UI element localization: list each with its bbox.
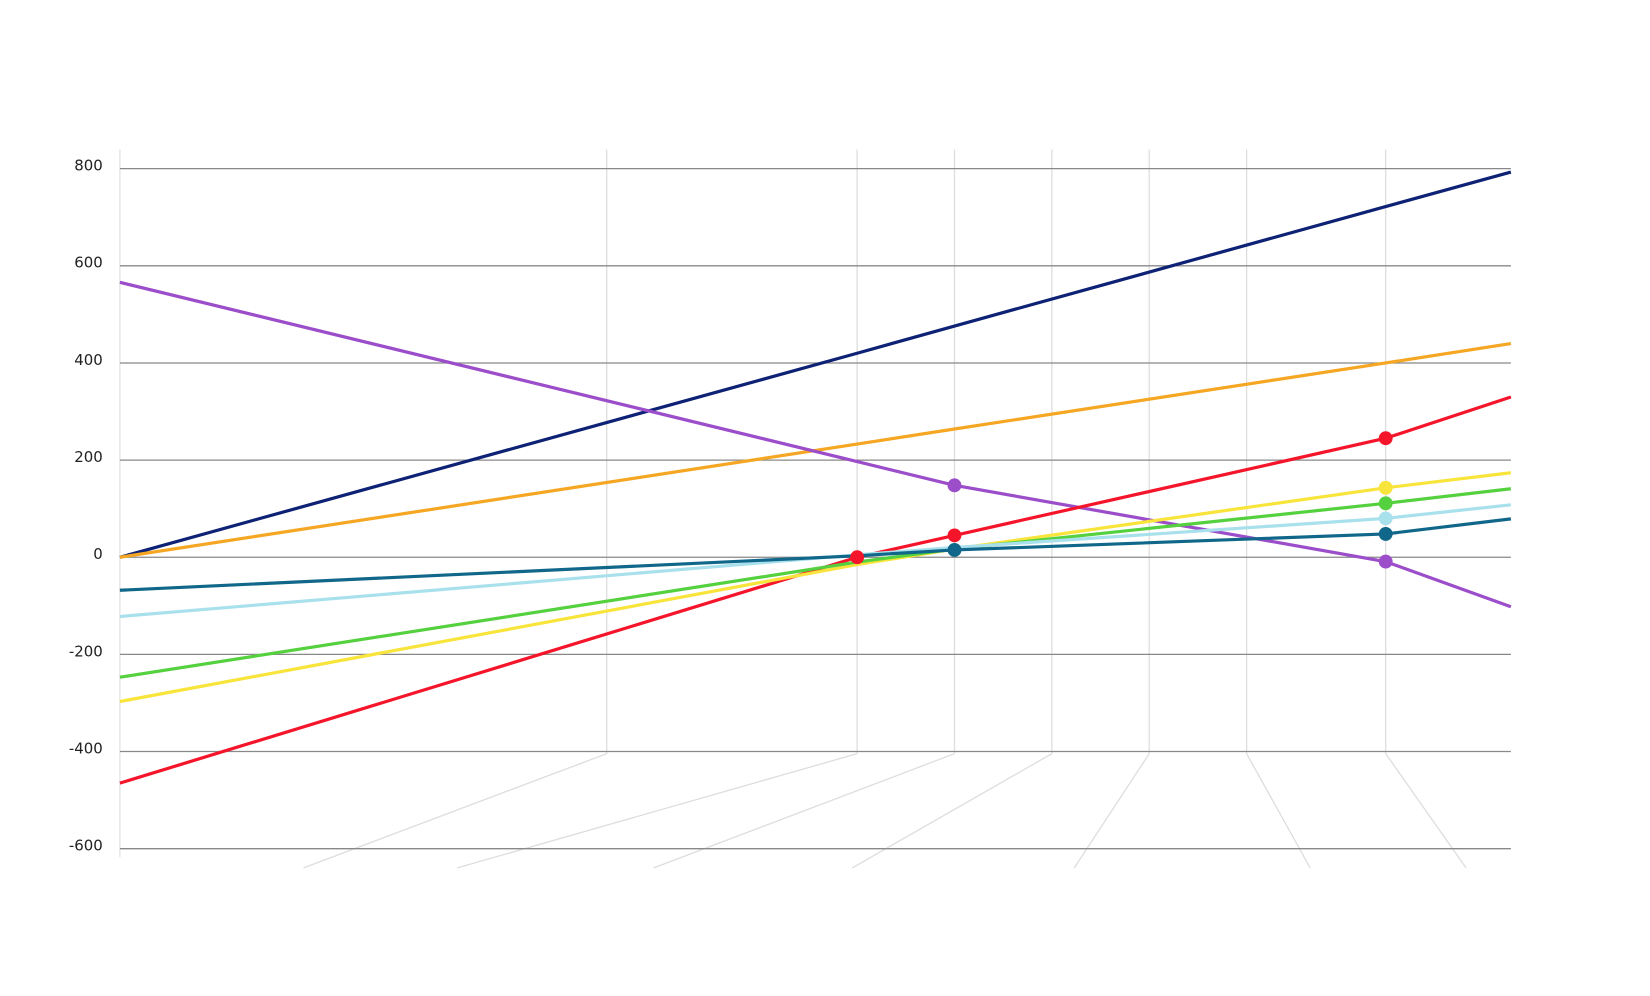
series-line (119, 170, 1512, 559)
series-line (119, 471, 1512, 704)
x-grid-extension (303, 753, 607, 869)
y-tick-label: -200 (69, 642, 103, 660)
x-grid-extension (457, 753, 858, 869)
y-tick-label: 0 (93, 545, 103, 563)
point-marker (947, 528, 962, 543)
point-marker (947, 543, 962, 557)
point-marker (1378, 480, 1393, 495)
series-line (119, 487, 1512, 679)
series-line (119, 503, 1512, 619)
point-marker (1378, 511, 1393, 526)
point-marker (1378, 496, 1393, 511)
y-tick-label: 600 (74, 254, 103, 272)
x-grid-extension (653, 753, 955, 869)
point-marker (1378, 431, 1393, 446)
y-tick-label: -400 (69, 739, 103, 757)
series-line (119, 341, 1512, 559)
x-grid-extension (1385, 753, 1467, 869)
point-marker (1378, 526, 1393, 541)
point-marker (1378, 554, 1393, 569)
x-grid-extension (1246, 753, 1311, 869)
point-marker (947, 478, 962, 493)
x-grid-extension (851, 753, 1053, 869)
x-grid-extension (1073, 753, 1150, 869)
y-tick-label: -600 (69, 837, 103, 855)
y-tick-label: 200 (74, 448, 103, 466)
y-tick-label: 400 (74, 351, 103, 369)
y-tick-label: 800 (74, 157, 103, 175)
series-line (119, 395, 1512, 785)
point-marker (850, 550, 865, 565)
series-line (119, 517, 1512, 592)
